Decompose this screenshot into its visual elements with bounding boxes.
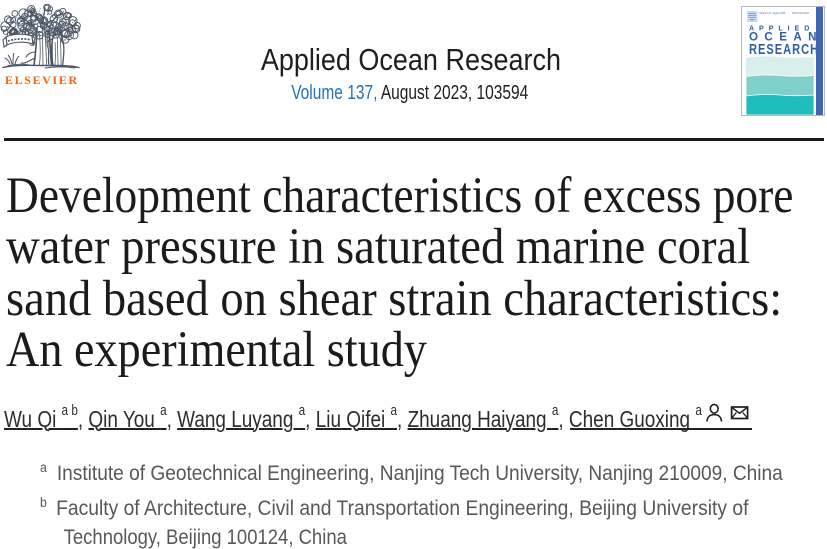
svg-text:Volume 137, August 2023: Volume 137, August 2023 (759, 12, 786, 15)
svg-text:ISSN 0141-1187: ISSN 0141-1187 (792, 13, 810, 15)
svg-text:OCEAN: OCEAN (749, 31, 816, 44)
svg-text:ELSEVIER: ELSEVIER (5, 73, 79, 87)
svg-text:APPLIED: APPLIED (749, 26, 814, 33)
svg-text:RESEARCH: RESEARCH (749, 41, 816, 58)
